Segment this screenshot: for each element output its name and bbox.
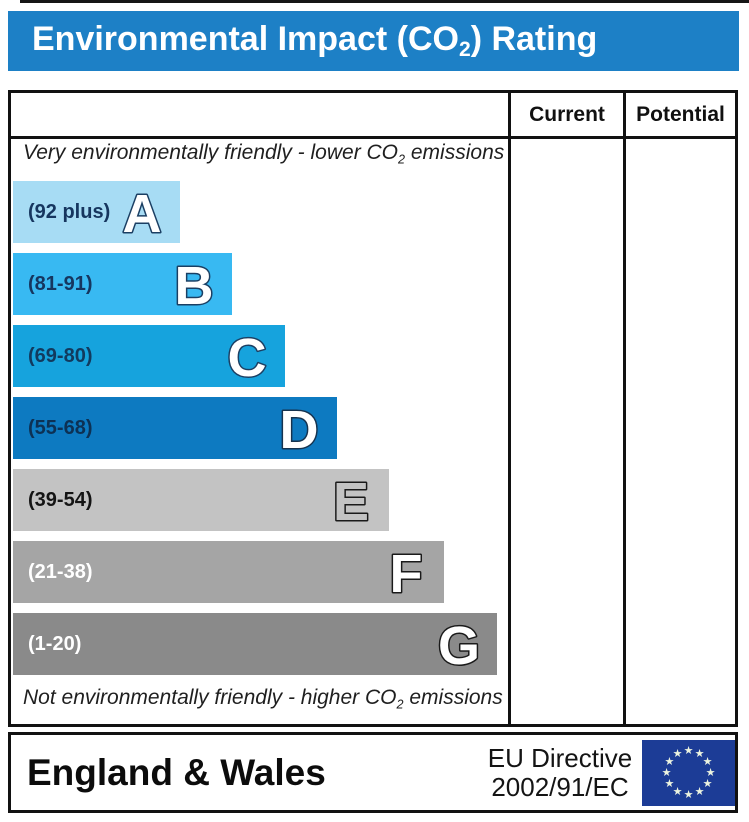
header-separator (11, 136, 735, 139)
current-value-cell (511, 139, 623, 724)
eu-directive-line1: EU Directive (487, 742, 633, 773)
band-range-label: (81-91) (28, 272, 93, 295)
band-letter-glyph: F (390, 544, 423, 601)
band-letter-glyph: D (280, 400, 319, 457)
svg-text:★: ★ (695, 748, 705, 760)
column-header-current: Current (529, 102, 605, 126)
footer: England & Wales EU Directive 2002/91/EC … (8, 732, 738, 813)
region-label: England & Wales (27, 751, 326, 793)
page-title: Environmental Impact (CO2) Rating (32, 20, 597, 62)
potential-value-cell (626, 139, 735, 724)
svg-text:★: ★ (695, 786, 705, 798)
band-range-label: (92 plus) (28, 200, 111, 223)
band-letter-glyph: G (438, 616, 480, 673)
svg-text:★: ★ (664, 756, 674, 768)
svg-text:★: ★ (684, 745, 694, 757)
band-letter: B (173, 255, 215, 313)
svg-text:★: ★ (673, 748, 683, 760)
eu-directive-line2: 2002/91/EC (491, 771, 629, 802)
rating-band: (21-38) F (13, 541, 444, 603)
note-top: Very environmentally friendly - lower CO… (23, 141, 505, 166)
top-edge-line (20, 0, 749, 3)
band-range-label: (21-38) (28, 560, 93, 583)
note-bottom-suffix: emissions (403, 686, 503, 709)
note-top-suffix: emissions (405, 141, 505, 164)
band-letter-glyph: A (123, 184, 162, 241)
band-letter: E (331, 471, 370, 529)
band-letter-glyph: E (333, 472, 369, 529)
svg-text:★: ★ (703, 778, 713, 790)
note-bottom: Not environmentally friendly - higher CO… (23, 686, 505, 711)
column-divider-potential (623, 93, 626, 724)
rating-band: (1-20) G (13, 613, 497, 675)
band-letter-glyph: C (228, 328, 267, 385)
rating-band: (55-68) D (13, 397, 337, 459)
svg-text:★: ★ (706, 767, 716, 779)
eu-directive-label: EU Directive 2002/91/EC (479, 735, 641, 810)
band-range-label: (69-80) (28, 344, 93, 367)
rating-band: (39-54) E (13, 469, 389, 531)
band-range-label: (39-54) (28, 488, 93, 511)
page-title-prefix: Environmental Impact (CO (32, 20, 459, 59)
band-letter: G (436, 615, 481, 673)
svg-text:★: ★ (664, 778, 674, 790)
band-letter: A (121, 183, 163, 241)
svg-text:★: ★ (703, 756, 713, 768)
note-top-subscript: 2 (398, 152, 406, 167)
rating-table: Current Potential Very environmentally f… (8, 90, 738, 727)
page-title-suffix: ) Rating (470, 20, 598, 59)
band-letter-glyph: B (175, 256, 214, 313)
svg-text:★: ★ (673, 786, 683, 798)
band-letter: F (388, 543, 424, 601)
note-bottom-prefix: Not environmentally friendly - higher CO (23, 686, 397, 709)
page-title-subscript: 2 (458, 37, 471, 61)
band-range-label: (1-20) (28, 632, 82, 655)
rating-band: (81-91) B (13, 253, 232, 315)
band-letter: C (226, 327, 268, 385)
rating-band: (69-80) C (13, 325, 285, 387)
svg-text:★: ★ (684, 789, 694, 801)
note-top-prefix: Very environmentally friendly - lower CO (23, 141, 399, 164)
band-letter: D (278, 399, 320, 457)
title-bar: Environmental Impact (CO2) Rating (8, 11, 739, 71)
column-divider-current (508, 93, 511, 724)
svg-text:★: ★ (662, 767, 672, 779)
rating-band: (92 plus) A (13, 181, 180, 243)
eu-flag-field (642, 740, 735, 806)
eu-flag-stars: ★ ★★★★★★★★★★★ (662, 745, 716, 801)
column-header-potential: Potential (636, 102, 725, 126)
eu-flag-icon: ★ ★★★★★★★★★★★ (642, 740, 735, 806)
band-range-label: (55-68) (28, 416, 93, 439)
note-bottom-subscript: 2 (396, 697, 404, 712)
